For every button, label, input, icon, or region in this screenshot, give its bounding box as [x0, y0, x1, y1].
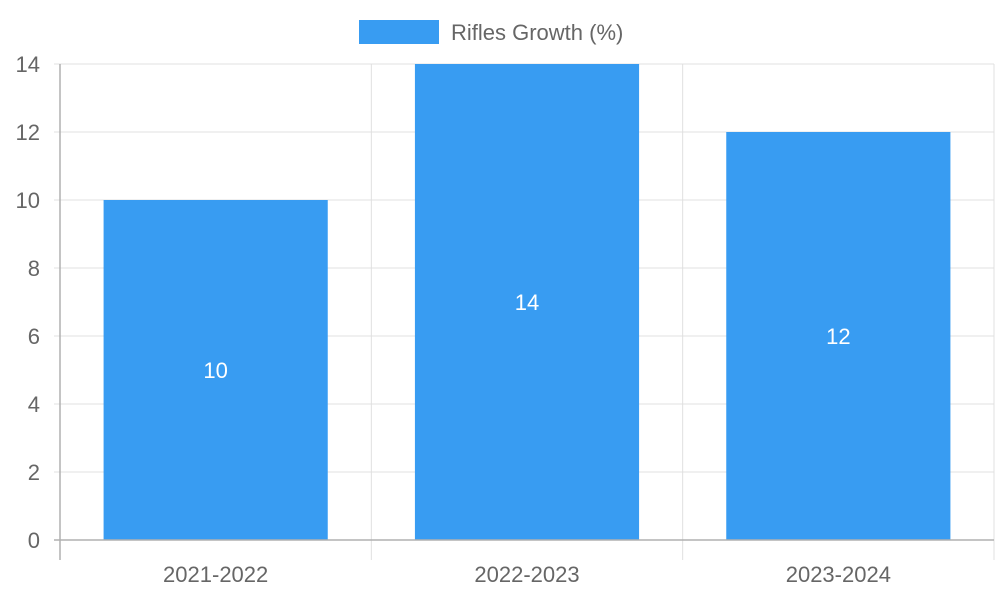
y-tick-label: 10 [16, 188, 40, 213]
x-axis-ticks: 2021-2022 2022-2023 2023-2024 [163, 562, 891, 587]
y-tick-label: 8 [28, 256, 40, 281]
legend-swatch [359, 20, 439, 44]
bar-value-label: 12 [826, 324, 850, 349]
bar[interactable] [103, 200, 328, 540]
data-labels: 10 14 12 [203, 290, 850, 383]
legend-label: Rifles Growth (%) [451, 20, 623, 45]
y-tick-label: 12 [16, 120, 40, 145]
y-tick-label: 14 [16, 52, 40, 77]
bar-value-label: 10 [203, 358, 227, 383]
y-tick-label: 2 [28, 460, 40, 485]
y-tick-label: 6 [28, 324, 40, 349]
y-tick-label: 0 [28, 528, 40, 553]
y-tick-label: 4 [28, 392, 40, 417]
bar[interactable] [414, 64, 640, 540]
x-tick-label: 2023-2024 [786, 562, 891, 587]
legend[interactable]: Rifles Growth (%) [359, 20, 623, 45]
axes [54, 64, 994, 560]
bar-value-label: 14 [515, 290, 539, 315]
x-tick-label: 2021-2022 [163, 562, 268, 587]
bar[interactable] [726, 132, 951, 540]
x-tick-label: 2022-2023 [474, 562, 579, 587]
bars [103, 64, 951, 540]
y-axis-ticks: 0 2 4 6 8 10 12 14 [16, 52, 40, 553]
